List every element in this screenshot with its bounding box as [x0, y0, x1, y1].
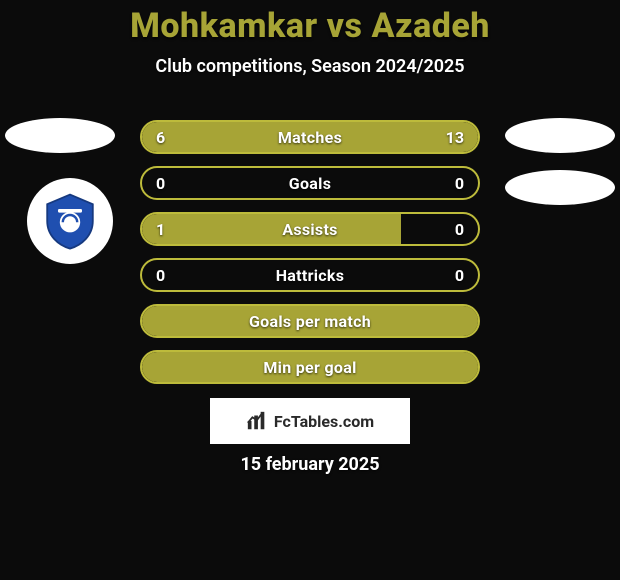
stat-label: Goals [142, 168, 478, 198]
stat-label: Hattricks [142, 260, 478, 290]
stat-value-left: 6 [156, 122, 165, 152]
stat-value-right: 0 [455, 168, 464, 198]
stat-fill-left [142, 214, 401, 244]
attribution-text: FcTables.com [274, 412, 374, 431]
right-badge-ellipse-1 [505, 118, 615, 153]
page-title: Mohkamkar vs Azadeh [0, 0, 620, 46]
stat-value-left: 0 [156, 260, 165, 290]
stats-chart: 613Matches00Goals10Assists00HattricksGoa… [140, 120, 480, 396]
stat-value-right: 13 [446, 122, 464, 152]
attribution-box: FcTables.com [210, 398, 410, 444]
left-badge-ellipse [5, 118, 115, 153]
stat-fill-left [142, 352, 478, 382]
page-subtitle: Club competitions, Season 2024/2025 [0, 56, 620, 77]
stat-row-min-per-goal: Min per goal [140, 350, 480, 384]
stat-row-assists: 10Assists [140, 212, 480, 246]
stat-row-hattricks: 0 0Hattricks [140, 258, 480, 292]
stat-value-left: 0 [156, 168, 165, 198]
bar-chart-icon [246, 410, 268, 432]
stat-value-right: 0 [455, 214, 464, 244]
stat-row-goals: 0 0Goals [140, 166, 480, 200]
stat-value-right: 0 [455, 260, 464, 290]
right-badge-ellipse-2 [505, 170, 615, 205]
stat-fill-right [248, 122, 478, 152]
stat-row-matches: 613Matches [140, 120, 480, 154]
stat-row-goals-per-match: Goals per match [140, 304, 480, 338]
stat-fill-left [142, 306, 478, 336]
club-crest-icon [40, 191, 100, 251]
date-text: 15 february 2025 [0, 454, 620, 475]
stat-value-left: 1 [156, 214, 165, 244]
club-logo-left [27, 178, 113, 264]
